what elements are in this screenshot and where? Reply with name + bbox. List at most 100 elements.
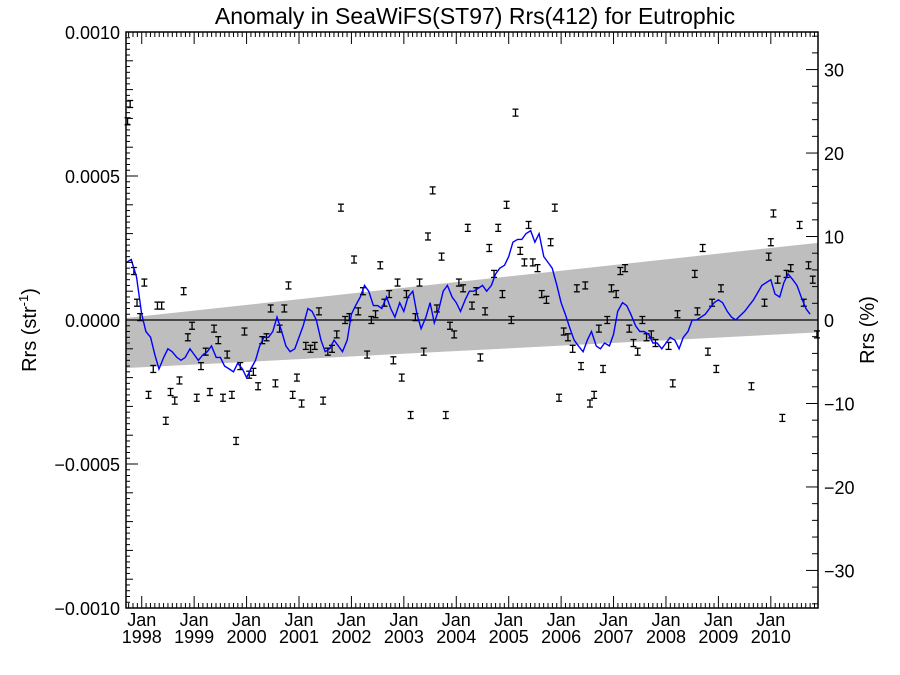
data-point: [694, 307, 701, 316]
data-point: [302, 341, 309, 351]
x-tick-year-label: 2002: [331, 627, 371, 647]
x-tick-month-label: Jan: [704, 610, 733, 630]
data-point: [674, 310, 681, 319]
data-point: [311, 341, 318, 351]
x-tick-year-label: 2007: [594, 627, 634, 647]
data-point: [202, 347, 209, 356]
right-tick-label: −10: [824, 394, 855, 414]
data-point: [499, 289, 506, 299]
data-point: [691, 269, 698, 279]
right-y-axis-label: Rrs (%): [857, 296, 879, 364]
data-point: [774, 275, 781, 284]
data-point: [634, 347, 641, 356]
data-point: [529, 258, 536, 267]
data-point: [215, 336, 222, 345]
left-tick-label: −0.0010: [54, 599, 120, 619]
x-tick-month-label: Jan: [756, 610, 785, 630]
data-point: [416, 278, 423, 287]
data-point: [796, 220, 803, 230]
left-tick-label: 0.0005: [65, 167, 120, 187]
data-point: [189, 321, 196, 330]
data-point: [469, 301, 475, 310]
x-tick-month-label: Jan: [284, 610, 313, 630]
x-tick-year-label: 2009: [698, 627, 738, 647]
left-tick-label: 0.0010: [65, 23, 120, 43]
data-point: [390, 356, 397, 365]
data-point: [320, 396, 327, 405]
x-tick-month-label: Jan: [337, 610, 366, 630]
data-point: [451, 330, 458, 339]
running-mean-line: [126, 229, 811, 380]
data-point: [420, 347, 427, 356]
data-point: [547, 238, 554, 247]
data-point: [613, 289, 620, 299]
plot-area: [124, 99, 820, 446]
x-tick-month-label: Jan: [651, 610, 680, 630]
data-point: [167, 387, 174, 397]
data-point: [285, 281, 292, 290]
data-point: [578, 361, 585, 371]
data-point: [765, 252, 772, 261]
data-point: [333, 330, 340, 339]
data-point: [534, 264, 541, 273]
data-point: [761, 298, 768, 307]
data-point: [770, 209, 777, 218]
data-point: [482, 307, 489, 316]
data-point: [293, 373, 300, 382]
data-point: [639, 315, 646, 325]
left-y-axis-label-text: Rrs (str: [19, 306, 41, 372]
data-point: [573, 284, 580, 293]
left-y-axis-label-close: ): [19, 288, 41, 295]
data-point: [289, 390, 296, 400]
data-point: [521, 258, 528, 267]
data-point: [171, 396, 178, 405]
x-tick-year-label: 2008: [646, 627, 686, 647]
data-point: [442, 410, 449, 420]
data-point: [525, 220, 532, 230]
data-point: [424, 232, 431, 241]
x-tick-year-label: 2000: [227, 627, 267, 647]
x-tick-month-label: Jan: [599, 610, 628, 630]
left-tick-label: −0.0005: [54, 455, 120, 475]
data-point: [805, 261, 812, 270]
data-point: [517, 246, 524, 256]
data-point: [748, 382, 755, 391]
data-point: [446, 321, 453, 330]
data-point: [228, 390, 235, 400]
data-point: [176, 376, 183, 385]
data-point: [460, 284, 467, 293]
right-tick-label: 30: [824, 61, 844, 81]
chart-title: Anomaly in SeaWiFS(ST97) Rrs(412) for Eu…: [215, 3, 735, 29]
data-point: [342, 315, 349, 325]
data-point: [281, 304, 288, 313]
x-tick-month-label: Jan: [442, 610, 471, 630]
x-tick-year-label: 2001: [279, 627, 319, 647]
data-point: [564, 333, 571, 342]
right-tick-label: 20: [824, 144, 844, 164]
data-point: [355, 307, 362, 316]
data-point: [503, 200, 510, 209]
data-point: [241, 327, 248, 336]
data-point: [551, 203, 558, 212]
data-point: [438, 252, 445, 261]
data-point: [193, 393, 200, 402]
data-point: [307, 344, 314, 353]
data-point: [206, 387, 213, 397]
data-point: [351, 255, 358, 264]
data-point: [219, 393, 226, 402]
data-point: [364, 350, 371, 359]
data-point: [543, 295, 550, 304]
data-point: [582, 281, 589, 290]
x-tick-year-label: 1998: [122, 627, 162, 647]
data-point: [394, 278, 401, 287]
data-point: [233, 436, 240, 446]
right-tick-label: −20: [824, 478, 855, 498]
data-point: [508, 315, 515, 325]
data-point: [154, 301, 161, 310]
right-y-axis: 30 20 10 0 −10 −20 −30: [806, 35, 855, 605]
x-tick-month-label: Jan: [127, 610, 156, 630]
x-axis: Jan1998Jan1999Jan2000Jan2001Jan2002Jan20…: [122, 32, 816, 647]
data-point: [556, 393, 563, 402]
right-tick-label: −30: [824, 561, 855, 581]
